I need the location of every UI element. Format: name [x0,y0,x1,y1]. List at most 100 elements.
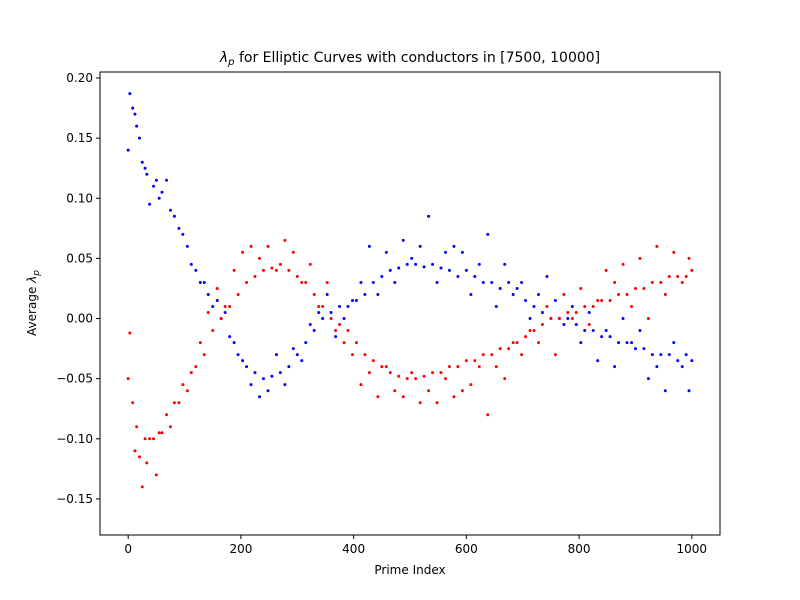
data-point-series-1 [600,335,604,339]
data-point-series-2 [342,341,346,345]
data-point-series-1 [520,280,524,284]
data-point-series-2 [638,256,642,260]
x-tick-label: 1000 [677,542,708,556]
data-point-series-2 [270,266,274,270]
x-tick-label: 200 [229,542,252,556]
data-point-series-2 [185,389,189,393]
data-point-series-2 [553,353,557,357]
data-point-series-2 [410,371,414,375]
data-point-series-2 [469,383,473,387]
data-point-series-1 [232,341,236,345]
data-point-series-2 [684,274,688,278]
data-point-series-1 [646,377,650,381]
data-point-series-2 [515,341,519,345]
data-point-series-1 [131,106,135,110]
data-point-series-1 [126,148,130,152]
data-point-series-2 [444,377,448,381]
data-point-series-1 [439,266,443,270]
x-tick-label: 800 [568,542,591,556]
data-point-series-1 [249,383,253,387]
data-point-series-2 [520,353,524,357]
data-point-series-1 [680,365,684,369]
data-point-series-1 [181,232,185,236]
data-point-series-2 [397,374,401,378]
data-point-series-2 [566,311,570,315]
data-point-series-2 [321,305,325,309]
data-point-series-2 [608,298,612,302]
data-points [126,92,694,489]
data-point-series-1 [617,341,621,345]
data-point-series-1 [236,353,240,357]
data-point-series-1 [638,329,642,333]
data-point-series-1 [380,274,384,278]
data-point-series-2 [131,401,135,405]
data-point-series-1 [317,311,321,315]
data-point-series-2 [431,371,435,375]
data-point-series-1 [334,335,338,339]
data-point-series-2 [376,395,380,399]
data-point-series-2 [477,365,481,369]
data-point-series-1 [540,311,544,315]
data-point-series-2 [418,401,422,405]
data-point-series-1 [490,280,494,284]
data-point-series-2 [157,431,161,435]
data-point-series-1 [140,160,144,164]
y-tick-label: 0.10 [66,191,93,205]
data-point-series-1 [427,214,431,218]
data-point-series-1 [168,208,172,212]
data-point-series-1 [342,317,346,321]
data-point-series-1 [477,262,481,266]
data-point-series-2 [253,274,257,278]
data-point-series-2 [143,437,147,441]
data-point-series-2 [181,383,185,387]
y-tick-label: −0.05 [56,372,93,386]
data-point-series-1 [511,292,515,296]
data-point-series-1 [562,323,566,327]
data-point-series-1 [414,262,418,266]
data-point-series-2 [194,365,198,369]
data-point-series-1 [481,280,485,284]
data-point-series-1 [574,323,578,327]
data-point-series-2 [473,359,477,363]
data-point-series-2 [503,377,507,381]
data-point-series-1 [157,196,161,200]
data-point-series-1 [532,305,536,309]
data-point-series-2 [511,341,515,345]
data-point-series-2 [537,341,541,345]
data-point-series-2 [249,244,253,248]
data-point-series-2 [532,329,536,333]
data-point-series-1 [321,317,325,321]
data-point-series-1 [194,268,198,272]
data-point-series-2 [460,389,464,393]
data-point-series-1 [228,335,232,339]
data-point-series-2 [464,359,468,363]
data-point-series-1 [300,359,304,363]
data-point-series-1 [405,262,409,266]
data-point-series-1 [464,268,468,272]
data-point-series-2 [574,311,578,315]
data-point-series-1 [608,335,612,339]
x-axis-ticks: 0 200 400 600 800 1000 [124,535,707,556]
data-point-series-2 [422,374,426,378]
data-point-series-2 [540,323,544,327]
data-point-series-1 [596,359,600,363]
data-point-series-2 [329,317,333,321]
data-point-series-2 [152,437,156,441]
data-point-series-1 [672,341,676,345]
data-point-series-1 [329,311,333,315]
data-point-series-1 [410,256,414,260]
data-point-series-2 [401,395,405,399]
data-point-series-2 [300,280,304,284]
data-point-series-2 [570,317,574,321]
data-point-series-2 [359,383,363,387]
data-point-series-1 [663,389,667,393]
data-point-series-1 [128,92,132,96]
data-point-series-1 [304,341,308,345]
data-point-series-2 [354,341,358,345]
data-point-series-1 [684,353,688,357]
data-point-series-2 [145,461,149,465]
data-point-series-1 [325,292,329,296]
data-point-series-1 [215,298,219,302]
data-point-series-1 [266,389,270,393]
